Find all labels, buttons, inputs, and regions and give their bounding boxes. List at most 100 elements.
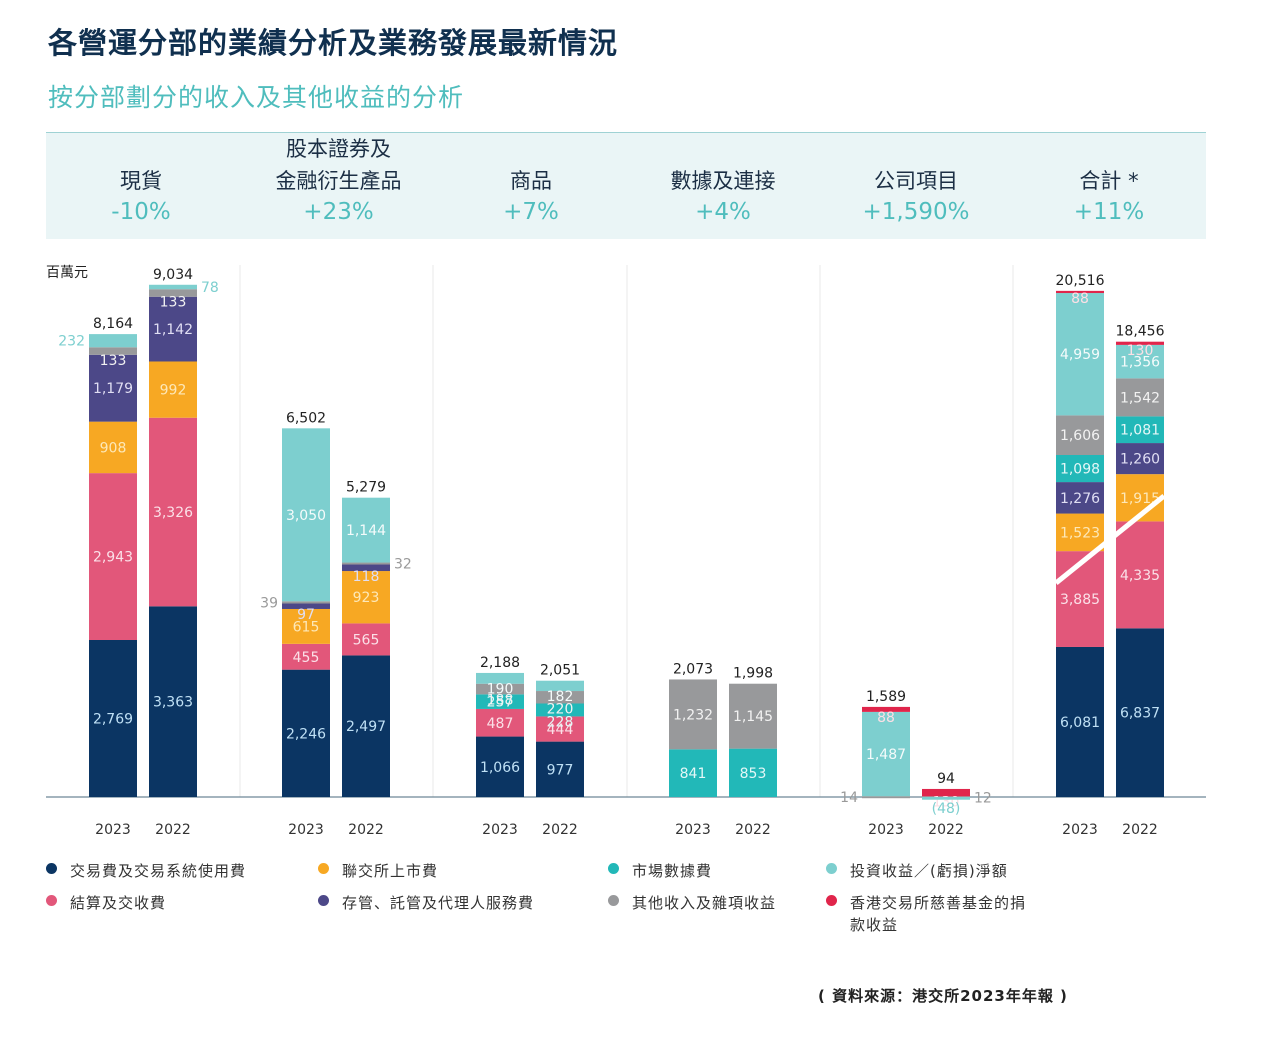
bar-total-label: 1,998 xyxy=(733,666,773,682)
data-label: 1,356 xyxy=(1120,355,1160,371)
data-label: 1,098 xyxy=(1060,462,1100,478)
data-label: 133 xyxy=(160,295,187,311)
bar-segment-investment xyxy=(342,497,390,563)
data-label: 853 xyxy=(740,766,767,782)
legend-label: 香港交易所慈善基金的捐 款收益 xyxy=(850,894,1027,934)
bar-segment-other xyxy=(536,691,584,704)
bar-segment-investment xyxy=(282,428,330,602)
bar-segment-trading xyxy=(1116,628,1164,797)
segment-name-line1: 股本證券及 xyxy=(286,137,391,161)
bar-total-label: 9,034 xyxy=(153,267,193,283)
legend-label: 投資收益／(虧損)淨額 xyxy=(850,862,1008,880)
x-tick-label: 2023 xyxy=(482,822,518,838)
legend-label: 存管、託管及代理人服務費 xyxy=(342,894,535,912)
data-label-outside: 232 xyxy=(58,334,85,350)
bar-segment-trading xyxy=(342,655,390,797)
legend-label: 市場數據費 xyxy=(632,862,713,880)
bar-segment-other xyxy=(476,683,524,695)
segment-name-line2: 合計 * xyxy=(1079,169,1139,193)
legend-item-depository: 存管、託管及代理人服務費 xyxy=(318,892,534,914)
data-label-outside: 12 xyxy=(974,790,992,806)
data-label: 118 xyxy=(353,569,380,585)
data-label: 455 xyxy=(293,650,320,666)
bar-total-label: 94 xyxy=(937,771,955,787)
stacked-bar-chart: 2,769 2,943 908 1,179 133 232 8,164 2023 3,363 3,… xyxy=(46,265,1206,838)
data-label: 1,542 xyxy=(1120,390,1160,406)
data-label: 2,769 xyxy=(93,711,133,727)
data-label: 1,142 xyxy=(153,322,193,338)
bar-segment-depository xyxy=(1116,443,1164,475)
data-label: 2,246 xyxy=(286,726,326,742)
legend-swatch xyxy=(608,863,619,874)
legend-item-market_data: 市場數據費 xyxy=(608,860,712,882)
legend-label: 其他收入及雜項收益 xyxy=(632,894,777,912)
segment-change: +11% xyxy=(1073,199,1145,225)
data-label: 228 xyxy=(547,714,574,730)
bar-total-label: 6,502 xyxy=(286,410,326,426)
data-label: 565 xyxy=(353,632,380,648)
data-label: 257 xyxy=(487,695,514,711)
legend-item-other: 其他收入及雜項收益 xyxy=(608,892,776,914)
data-label: 3,885 xyxy=(1060,592,1100,608)
legend-item-donation: 香港交易所慈善基金的捐 款收益 xyxy=(826,892,1026,936)
legend-item-trading: 交易費及交易系統使用費 xyxy=(46,860,246,882)
bar-segment-depository xyxy=(149,296,197,362)
bar-segment-clearing xyxy=(149,417,197,607)
bar-segment-market_data xyxy=(1056,454,1104,483)
bar-segment-other xyxy=(1056,415,1104,455)
bar-total-label: 2,051 xyxy=(540,663,580,679)
bar-segment-investment xyxy=(922,797,970,800)
bar-segment-depository xyxy=(342,564,390,572)
bar-segment-clearing xyxy=(282,643,330,670)
data-label: 1,260 xyxy=(1120,452,1160,468)
bar-segment-market_data xyxy=(476,694,524,709)
data-label: 220 xyxy=(547,702,574,718)
segment-change: -10% xyxy=(111,199,171,225)
bar-segment-investment xyxy=(89,334,137,348)
bar-segment-other xyxy=(89,347,137,355)
data-label: 6,081 xyxy=(1060,715,1100,731)
bar-segment-donation xyxy=(1116,341,1164,345)
data-label-outside: 32 xyxy=(394,557,412,573)
data-label: 1,523 xyxy=(1060,525,1100,541)
bar-segment-trading xyxy=(89,639,137,797)
data-label: 1,487 xyxy=(866,747,906,763)
x-tick-label: 2023 xyxy=(1062,822,1098,838)
bar-segment-trading xyxy=(149,606,197,797)
data-label: 190 xyxy=(487,682,514,698)
bar-total-label: 20,516 xyxy=(1056,273,1105,289)
segment-header-total: 合計 * +11% xyxy=(1014,133,1204,227)
bar-segment-donation xyxy=(922,788,970,797)
segment-header-band: 現貨 -10% 股本證券及 金融衍生產品 +23% 商品 +7% 數據及連接 +… xyxy=(46,132,1206,239)
bar-total-label: 2,073 xyxy=(673,661,713,677)
data-label: 130 xyxy=(1127,343,1154,359)
data-label: 3,326 xyxy=(153,505,193,521)
bar-segment-listing xyxy=(1056,513,1104,552)
bar-segment-donation xyxy=(1056,290,1104,294)
data-label: 88 xyxy=(877,710,895,726)
x-tick-label: 2022 xyxy=(928,822,964,838)
data-label: 2,943 xyxy=(93,550,133,566)
data-label-outside: (48) xyxy=(932,801,961,817)
bar-segment-depository xyxy=(282,603,330,609)
segment-header-corporate: 公司項目 +1,590% xyxy=(821,133,1011,227)
data-label: 1,606 xyxy=(1060,428,1100,444)
bar-segment-other xyxy=(729,683,777,749)
legend-swatch xyxy=(318,895,329,906)
bar-segment-listing xyxy=(342,571,390,624)
data-label: 1,232 xyxy=(673,707,713,723)
bar-segment-trading xyxy=(282,669,330,797)
data-label: 188 xyxy=(487,692,514,708)
segment-change: +7% xyxy=(503,199,559,225)
data-label: 487 xyxy=(487,716,514,732)
data-label: 97 xyxy=(297,607,315,623)
legend-swatch xyxy=(826,863,837,874)
bar-segment-trading xyxy=(476,736,524,797)
legend-label: 聯交所上市費 xyxy=(342,862,439,880)
x-tick-label: 2022 xyxy=(348,822,384,838)
legend-swatch xyxy=(318,863,329,874)
bar-segment-clearing xyxy=(1056,551,1104,647)
x-tick-label: 2023 xyxy=(288,822,324,838)
bar-segment-other xyxy=(282,601,330,604)
legend-swatch xyxy=(46,895,57,906)
